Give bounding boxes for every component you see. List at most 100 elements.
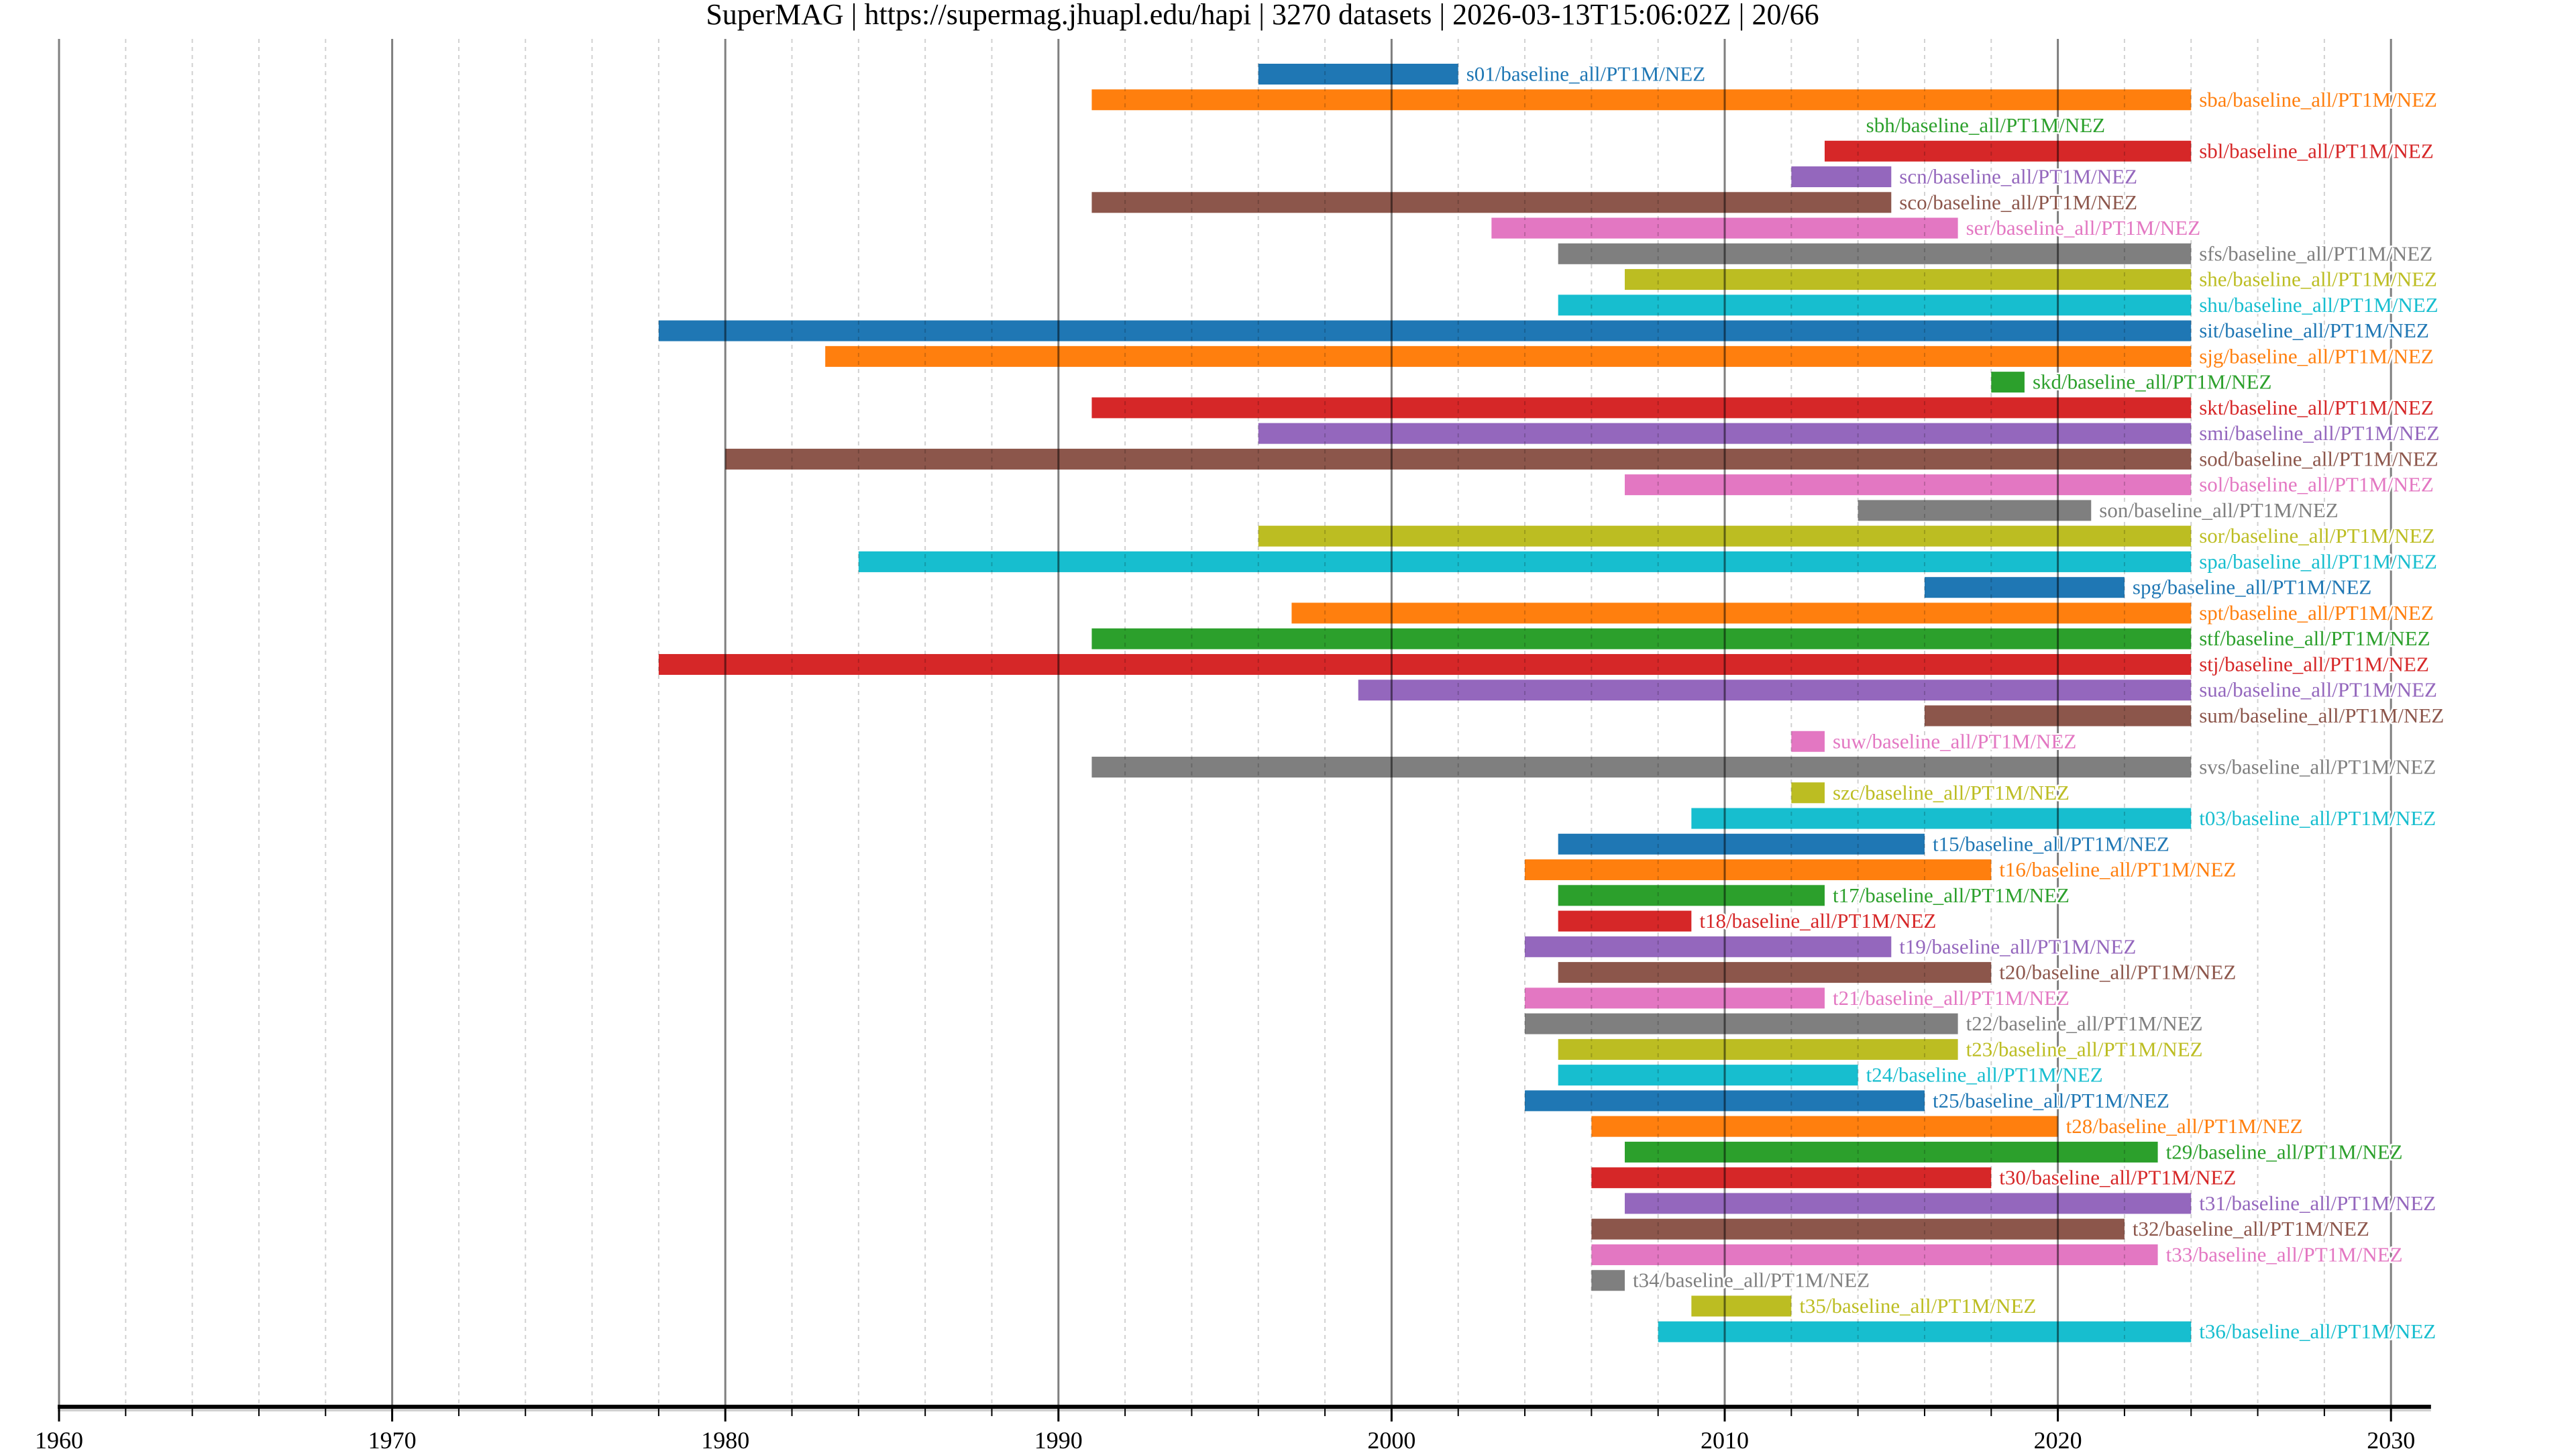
bar-t32 (1591, 1218, 2125, 1240)
bar-t20 (1558, 962, 1992, 983)
bar-label-spg: spg/baseline_all/PT1M/NEZ (2133, 576, 2371, 599)
bar-label-sod: sod/baseline_all/PT1M/NEZ (2199, 447, 2438, 470)
bar-label-sjg: sjg/baseline_all/PT1M/NEZ (2199, 344, 2434, 368)
bar-label-t29: t29/baseline_all/PT1M/NEZ (2166, 1140, 2403, 1163)
bar-label-sbl: sbl/baseline_all/PT1M/NEZ (2199, 139, 2434, 162)
bar-t16 (1525, 859, 1992, 881)
bar-label-spt: spt/baseline_all/PT1M/NEZ (2199, 601, 2434, 625)
bar-label-t21: t21/baseline_all/PT1M/NEZ (1833, 986, 2070, 1010)
bar-t36 (1658, 1321, 2192, 1342)
bar-t19 (1525, 936, 1892, 957)
bar-label-t16: t16/baseline_all/PT1M/NEZ (1999, 858, 2236, 881)
bar-label-skd: skd/baseline_all/PT1M/NEZ (2033, 370, 2271, 394)
bar-t22 (1525, 1013, 1958, 1034)
x-axis: 1960 1970 1980 1990 2000 2010 2020 2030 (35, 1405, 2431, 1449)
bar-label-t03: t03/baseline_all/PT1M/NEZ (2199, 806, 2436, 830)
bar-t24 (1558, 1065, 1858, 1086)
bar-t34 (1591, 1270, 1625, 1291)
bar-spt (1291, 602, 2192, 624)
x-tick-label: 2000 (1367, 1427, 1415, 1449)
bar-label-t23: t23/baseline_all/PT1M/NEZ (1966, 1037, 2203, 1061)
bar-label-sba: sba/baseline_all/PT1M/NEZ (2199, 88, 2437, 111)
bar-label-t15: t15/baseline_all/PT1M/NEZ (1933, 832, 2169, 855)
bar-skd (1991, 372, 2025, 393)
bars-layer (658, 64, 2192, 1342)
bar-t21 (1525, 987, 1825, 1009)
bar-stj (658, 653, 2192, 675)
bar-label-t20: t20/baseline_all/PT1M/NEZ (1999, 961, 2236, 984)
bar-label-shu: shu/baseline_all/PT1M/NEZ (2199, 293, 2438, 317)
x-tick-label: 2020 (2034, 1427, 2082, 1449)
bar-label-sor: sor/baseline_all/PT1M/NEZ (2199, 524, 2434, 547)
bar-label-sum: sum/baseline_all/PT1M/NEZ (2199, 704, 2444, 727)
bar-label-t31: t31/baseline_all/PT1M/NEZ (2199, 1191, 2436, 1215)
bar-label-t22: t22/baseline_all/PT1M/NEZ (1966, 1012, 2203, 1035)
bar-label-ser: ser/baseline_all/PT1M/NEZ (1966, 216, 2201, 239)
bar-spg (1924, 577, 2125, 598)
bar-scn (1791, 166, 1892, 188)
bar-label-t28: t28/baseline_all/PT1M/NEZ (2066, 1114, 2303, 1138)
bar-sua (1358, 680, 2192, 701)
bar-t23 (1558, 1038, 1958, 1060)
bar-shu (1558, 294, 2192, 316)
bar-t28 (1591, 1116, 2058, 1137)
bar-sfs (1558, 243, 2192, 264)
bar-label-sol: sol/baseline_all/PT1M/NEZ (2199, 473, 2434, 496)
bar-son (1858, 500, 2092, 521)
bar-label-spa: spa/baseline_all/PT1M/NEZ (2199, 549, 2437, 573)
bar-skt (1091, 397, 2192, 419)
bar-label-svs: svs/baseline_all/PT1M/NEZ (2199, 755, 2436, 779)
grid-layer (58, 39, 2392, 1407)
bar-t30 (1591, 1167, 1992, 1189)
x-tick-label: 1990 (1034, 1427, 1083, 1449)
bar-svs (1091, 757, 2192, 778)
bar-sco (1091, 192, 1892, 213)
chart-title: SuperMAG | https://supermag.jhuapl.edu/h… (706, 0, 1819, 31)
bar-sod (725, 448, 2192, 470)
bar-label-sit: sit/baseline_all/PT1M/NEZ (2199, 319, 2429, 342)
bar-label-sua: sua/baseline_all/PT1M/NEZ (2199, 678, 2437, 702)
bar-label-skt: skt/baseline_all/PT1M/NEZ (2199, 396, 2434, 419)
x-tick-label: 2030 (2367, 1427, 2415, 1449)
bar-label-she: she/baseline_all/PT1M/NEZ (2199, 268, 2437, 291)
x-tick-label: 1980 (701, 1427, 749, 1449)
bar-t03 (1691, 808, 2192, 829)
bar-label-s01: s01/baseline_all/PT1M/NEZ (1466, 62, 1705, 86)
bar-label-t19: t19/baseline_all/PT1M/NEZ (1899, 934, 2136, 958)
bar-label-son: son/baseline_all/PT1M/NEZ (2099, 498, 2338, 522)
bar-t17 (1558, 885, 1825, 906)
x-tick-label: 1970 (368, 1427, 417, 1449)
bar-s01 (1258, 64, 1458, 85)
labels-layer: s01/baseline_all/PT1M/NEZ sba/baseline_al… (1464, 60, 2446, 1345)
bar-label-t34: t34/baseline_all/PT1M/NEZ (1633, 1269, 1870, 1292)
bar-t31 (1625, 1193, 2192, 1214)
bar-sba (1091, 89, 2192, 111)
x-tick-label: 2010 (1701, 1427, 1749, 1449)
bar-szc (1791, 782, 1825, 804)
bar-sbl (1824, 140, 2192, 162)
bar-label-sco: sco/baseline_all/PT1M/NEZ (1899, 191, 2137, 214)
bar-label-stf: stf/baseline_all/PT1M/NEZ (2199, 627, 2430, 650)
bar-label-t18: t18/baseline_all/PT1M/NEZ (1699, 909, 1936, 932)
bar-t15 (1558, 833, 1925, 855)
bar-spa (858, 551, 2192, 572)
bar-sit (658, 320, 2192, 341)
bar-t29 (1625, 1141, 2158, 1163)
bar-t35 (1691, 1295, 1792, 1317)
bar-label-scn: scn/baseline_all/PT1M/NEZ (1899, 165, 2137, 189)
bar-label-t17: t17/baseline_all/PT1M/NEZ (1833, 883, 2070, 907)
bar-label-t33: t33/baseline_all/PT1M/NEZ (2166, 1242, 2403, 1266)
bar-label-t30: t30/baseline_all/PT1M/NEZ (1999, 1166, 2236, 1189)
bar-suw (1791, 731, 1825, 752)
bar-label-t32: t32/baseline_all/PT1M/NEZ (2133, 1217, 2369, 1240)
bar-label-sbh: sbh/baseline_all/PT1M/NEZ (1866, 113, 2105, 137)
bar-label-t25: t25/baseline_all/PT1M/NEZ (1933, 1089, 2169, 1112)
bar-stf (1091, 628, 2192, 649)
bar-t33 (1591, 1244, 2158, 1265)
bar-sol (1625, 474, 2192, 496)
bar-label-t24: t24/baseline_all/PT1M/NEZ (1866, 1063, 2103, 1087)
bar-sjg (825, 345, 2192, 367)
bar-label-smi: smi/baseline_all/PT1M/NEZ (2199, 421, 2439, 445)
bar-label-suw: suw/baseline_all/PT1M/NEZ (1833, 729, 2076, 753)
